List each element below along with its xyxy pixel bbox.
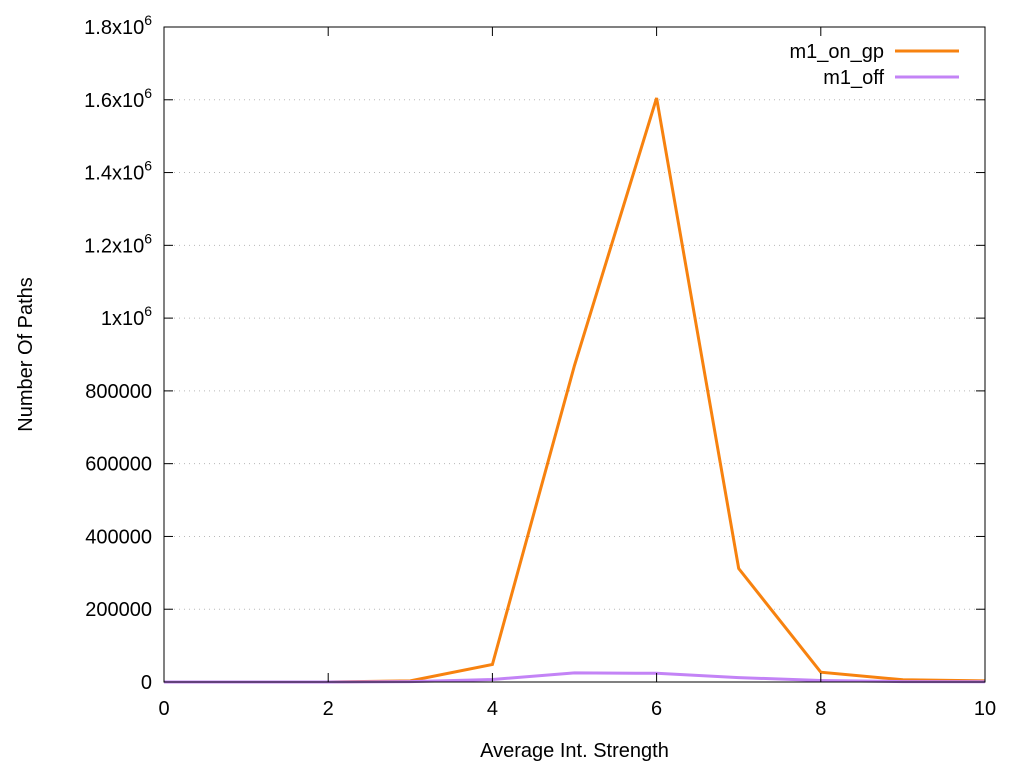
y-tick-label: 1x106 [101, 303, 152, 330]
y-tick-label: 1.2x106 [84, 230, 152, 257]
y-tick-exponent: 6 [144, 303, 152, 319]
y-tick-labels: 0 200000 400000 600000 800000 1x106 1.2x106 1.4… [84, 12, 152, 694]
x-tick-label: 0 [158, 698, 169, 720]
x-tick-label: 10 [974, 698, 996, 720]
x-axis-title: Average Int. Strength [480, 740, 669, 762]
plot-frame [163, 26, 986, 683]
y-tick-label: 1.6x106 [84, 85, 152, 112]
y-tick-label: 400000 [85, 526, 152, 548]
y-axis-title: Number Of Paths [15, 277, 37, 432]
y-tick-label: 1.8x106 [84, 12, 152, 39]
axis-ticks [163, 26, 986, 683]
y-tick-exponent: 6 [144, 230, 152, 246]
y-tick-label: 600000 [85, 454, 152, 476]
y-tick-exponent: 6 [144, 12, 152, 28]
x-tick-label: 8 [815, 698, 826, 720]
x-tick-label: 2 [323, 698, 334, 720]
series-lines [164, 97, 986, 684]
y-tick-exponent: 6 [144, 158, 152, 174]
legend-label: m1_on_gp [789, 41, 884, 63]
x-tick-label: 4 [487, 698, 498, 720]
grid-lines [164, 99, 985, 610]
y-tick-label: 0 [141, 672, 152, 694]
y-tick-exponent: 6 [144, 85, 152, 101]
x-tick-labels: 0 2 4 6 8 10 [158, 698, 996, 720]
series-line-m1_on_gp [164, 97, 986, 684]
legend: m1_on_gp m1_off [789, 41, 959, 89]
y-tick-label: 200000 [85, 599, 152, 621]
y-tick-label: 800000 [85, 381, 152, 403]
legend-label: m1_off [823, 67, 884, 89]
x-tick-label: 6 [651, 698, 662, 720]
y-tick-label: 1.4x106 [84, 158, 152, 185]
